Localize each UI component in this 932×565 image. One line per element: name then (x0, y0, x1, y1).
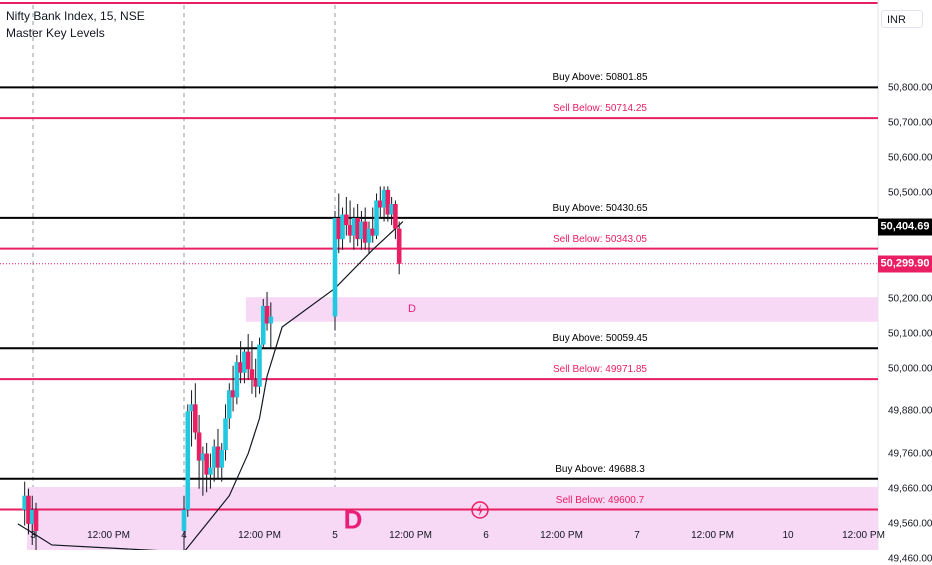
candle (204, 443, 209, 493)
candle (257, 337, 262, 394)
x-axis-tick: 6 (483, 530, 489, 541)
y-axis-tick: 50,000.00 (888, 363, 932, 375)
candle (378, 186, 383, 219)
zone-label: D (343, 504, 363, 535)
candle (381, 186, 387, 222)
buy-level-label: Buy Above: 50801.85 (552, 72, 648, 84)
candle (366, 221, 372, 254)
candle (362, 207, 368, 250)
candle (223, 404, 228, 461)
x-axis-tick: 7 (634, 530, 640, 541)
x-axis-tick: 12:00 PM (540, 530, 583, 541)
candle (396, 221, 402, 275)
sell-level-label: Sell Below: 49971.85 (553, 364, 647, 376)
candle (189, 390, 194, 447)
candle (234, 355, 240, 405)
y-axis-tick: 50,600.00 (888, 152, 932, 164)
demand-zone (245, 297, 878, 322)
candle (242, 348, 247, 384)
buy-level-label: Buy Above: 50059.45 (552, 333, 648, 345)
x-axis-tick: 12:00 PM (842, 530, 885, 541)
y-axis-tick: 50,100.00 (888, 328, 932, 340)
price-tag: 50,404.69 (878, 218, 932, 236)
candle (208, 453, 213, 489)
candle (249, 341, 255, 394)
candle (332, 211, 338, 331)
candle (344, 196, 349, 236)
x-axis-tick: 12:00 PM (691, 530, 734, 541)
candle (359, 211, 364, 250)
x-axis-tick: 5 (332, 530, 338, 541)
candle (374, 193, 379, 240)
candle (370, 207, 376, 243)
y-axis-tick: 49,560.00 (888, 518, 932, 530)
currency-button[interactable]: INR (881, 10, 923, 28)
sell-level-label: Sell Below: 50714.25 (553, 103, 647, 115)
candle (219, 443, 225, 482)
candle (185, 404, 191, 517)
candle (340, 207, 345, 250)
x-axis-tick: 12:00 PM (87, 530, 130, 541)
y-axis-tick: 50,200.00 (888, 293, 932, 305)
candle (355, 203, 360, 247)
sell-level-label: Sell Below: 50343.05 (553, 233, 647, 245)
demand-zones (27, 297, 878, 550)
y-axis-tick: 49,660.00 (888, 483, 932, 495)
y-axis-tick: 49,880.00 (888, 405, 932, 417)
session-gridlines (32, 5, 336, 520)
candle (29, 495, 35, 545)
candle (196, 414, 202, 489)
y-axis-tick: 50,500.00 (888, 187, 932, 199)
candle (253, 358, 259, 398)
x-axis-tick: 12:00 PM (238, 530, 281, 541)
buy-level-label: Buy Above: 49688.3 (555, 463, 645, 475)
demand-zone (27, 486, 878, 550)
candle (227, 383, 232, 429)
candle (200, 446, 206, 496)
candle (193, 383, 198, 440)
sell-level-label: Sell Below: 49600.7 (555, 494, 645, 506)
candle (264, 291, 270, 331)
indicator-name: Master Key Levels (6, 26, 105, 40)
candle (389, 196, 394, 226)
candle (181, 495, 187, 550)
price-tag: 50,299.90 (878, 255, 932, 273)
candle (260, 298, 266, 349)
candlesticks (22, 186, 402, 550)
y-axis-tick: 49,460.00 (888, 553, 932, 565)
zone-label: D (407, 303, 416, 316)
candle (22, 481, 27, 526)
flash-icon[interactable] (471, 501, 489, 519)
candle (245, 334, 251, 380)
candle (211, 439, 217, 482)
candle (347, 200, 353, 243)
candle (215, 428, 221, 479)
buy-level-label: Buy Above: 50430.65 (552, 202, 648, 214)
x-axis-tick: 3 (30, 530, 36, 541)
price-chart[interactable] (0, 0, 932, 550)
y-axis-tick: 49,760.00 (888, 448, 932, 460)
x-axis-tick: 4 (181, 530, 187, 541)
candle (393, 200, 398, 240)
key-level-lines (0, 86, 878, 511)
chart-title: Nifty Bank Index, 15, NSE (6, 9, 145, 23)
candle (385, 186, 391, 222)
candle (33, 502, 39, 550)
x-axis-tick: 10 (782, 530, 794, 541)
x-axis-tick: 12:00 PM (389, 530, 432, 541)
candle (238, 341, 243, 384)
candle (351, 207, 357, 250)
y-axis-tick: 50,700.00 (888, 117, 932, 129)
candle (268, 302, 274, 349)
candle (26, 488, 31, 535)
y-axis-tick: 50,800.00 (888, 82, 932, 94)
candle (230, 365, 236, 412)
candle (336, 193, 342, 254)
